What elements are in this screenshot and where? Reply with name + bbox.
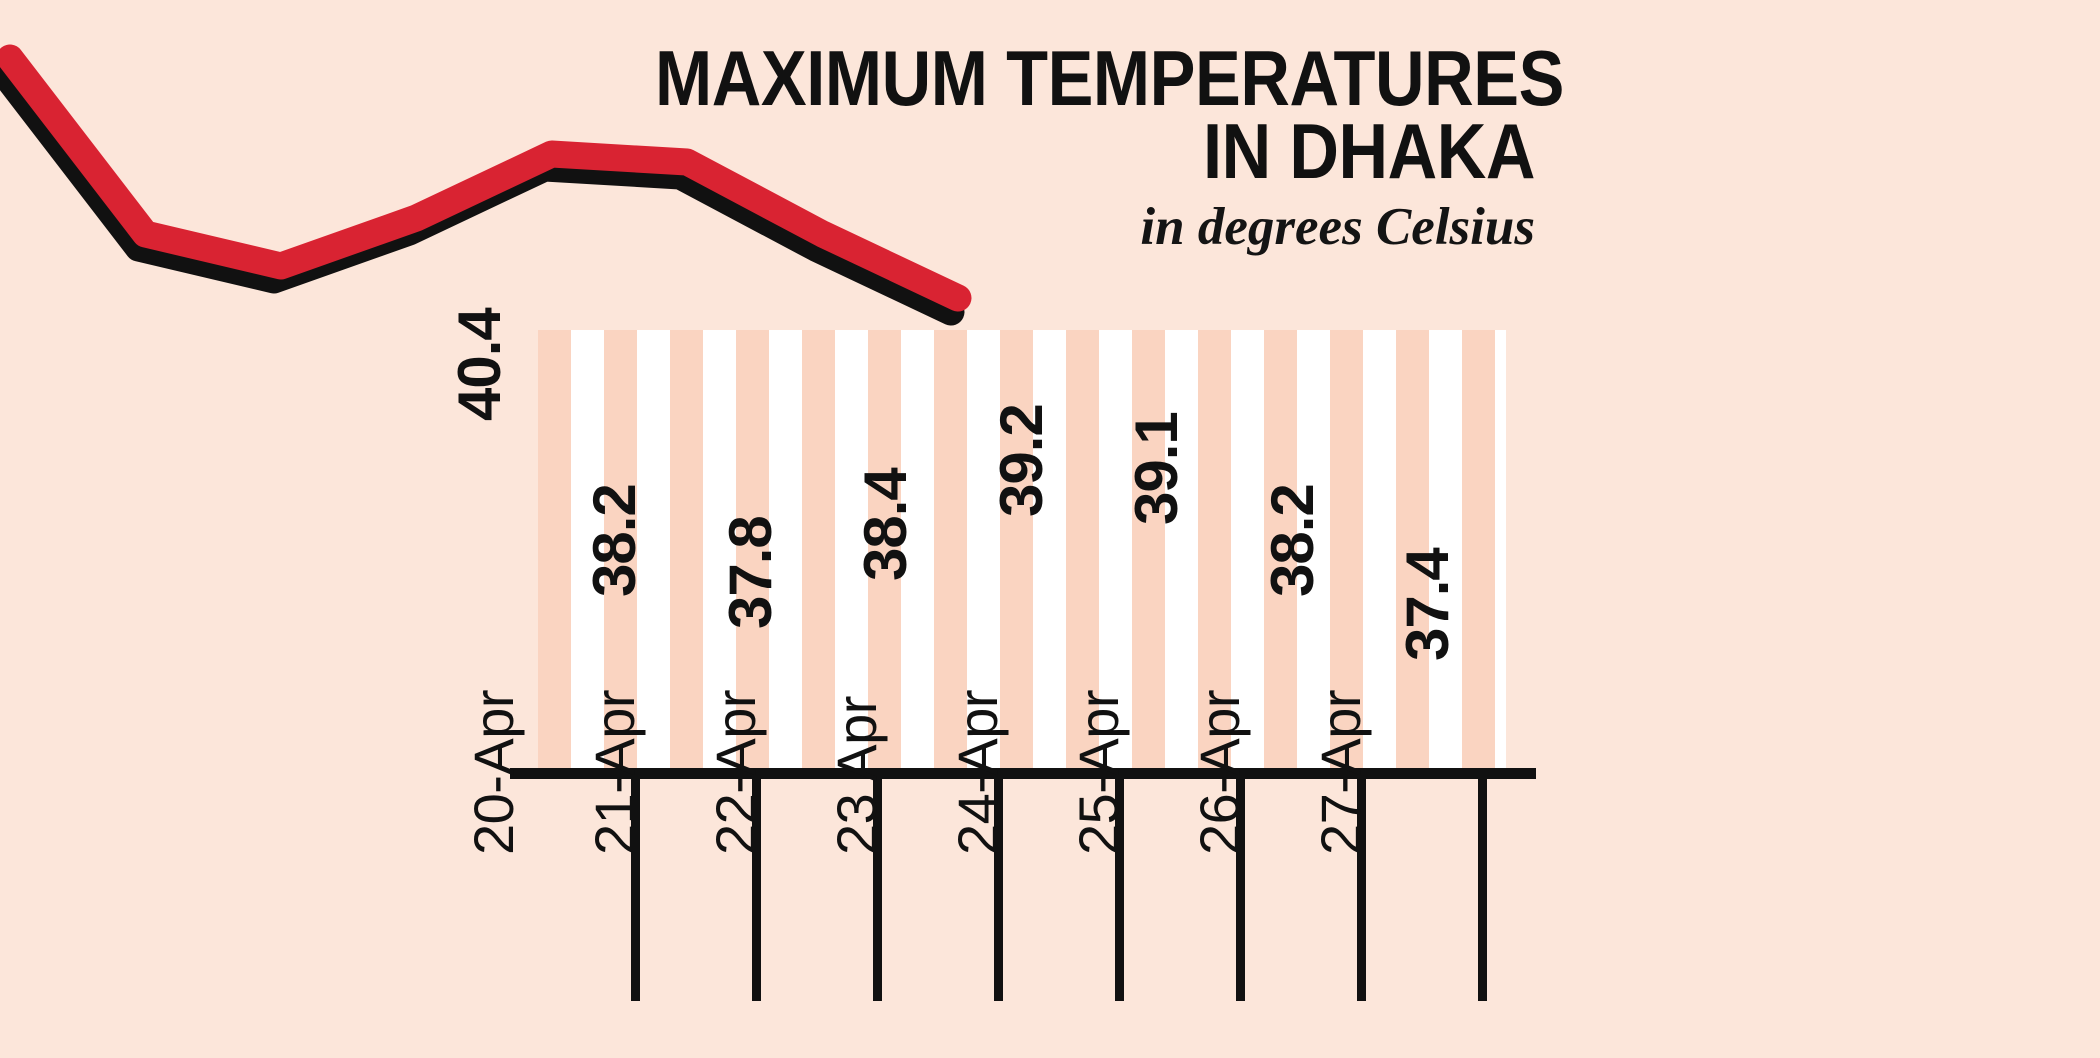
x-axis-label: 25-Apr: [1067, 689, 1131, 855]
x-axis-tick: [752, 779, 761, 1001]
data-point-label: 39.2: [987, 404, 1055, 517]
x-axis-label: 27-Apr: [1309, 689, 1373, 855]
x-axis-baseline: [510, 768, 1536, 779]
x-axis-tick: [994, 779, 1003, 1001]
x-axis-label: 22-Apr: [704, 689, 768, 855]
data-point-label: 38.2: [1258, 484, 1326, 597]
x-axis-tick: [873, 779, 882, 1001]
data-point-label: 37.4: [1394, 548, 1461, 661]
x-axis-label: 26-Apr: [1188, 689, 1252, 855]
data-point-label: 40.4: [446, 308, 513, 421]
striped-background: [538, 330, 1506, 770]
x-axis-tick: [1115, 779, 1124, 1001]
data-point-label: 39.1: [1123, 412, 1191, 525]
chart-title-line-2: IN DHAKA: [1202, 106, 1535, 195]
x-axis-tick: [1478, 779, 1487, 1001]
line-chart-svg: [0, 44, 972, 326]
data-point-label: 37.8: [716, 516, 784, 629]
x-axis-tick: [1236, 779, 1245, 1001]
x-axis-label: 21-Apr: [583, 689, 647, 855]
chart-plot-area: [538, 330, 1506, 770]
data-point-label: 38.4: [852, 468, 920, 581]
data-point-label: 38.2: [581, 484, 649, 597]
x-axis-label: 24-Apr: [946, 689, 1010, 855]
chart-title-line-1: MAXIMUM TEMPERATURES: [655, 34, 1564, 122]
line-series-path: [0, 44, 972, 312]
x-axis-label: 20-Apr: [462, 689, 526, 855]
title-block: MAXIMUM TEMPERATURES IN DHAKA in degrees…: [535, 34, 1564, 257]
x-axis-tick: [1357, 779, 1366, 1001]
chart-subtitle: in degrees Celsius: [1140, 198, 1535, 257]
x-axis-tick: [631, 779, 640, 1001]
x-axis-label: 23 Apr: [825, 696, 889, 855]
